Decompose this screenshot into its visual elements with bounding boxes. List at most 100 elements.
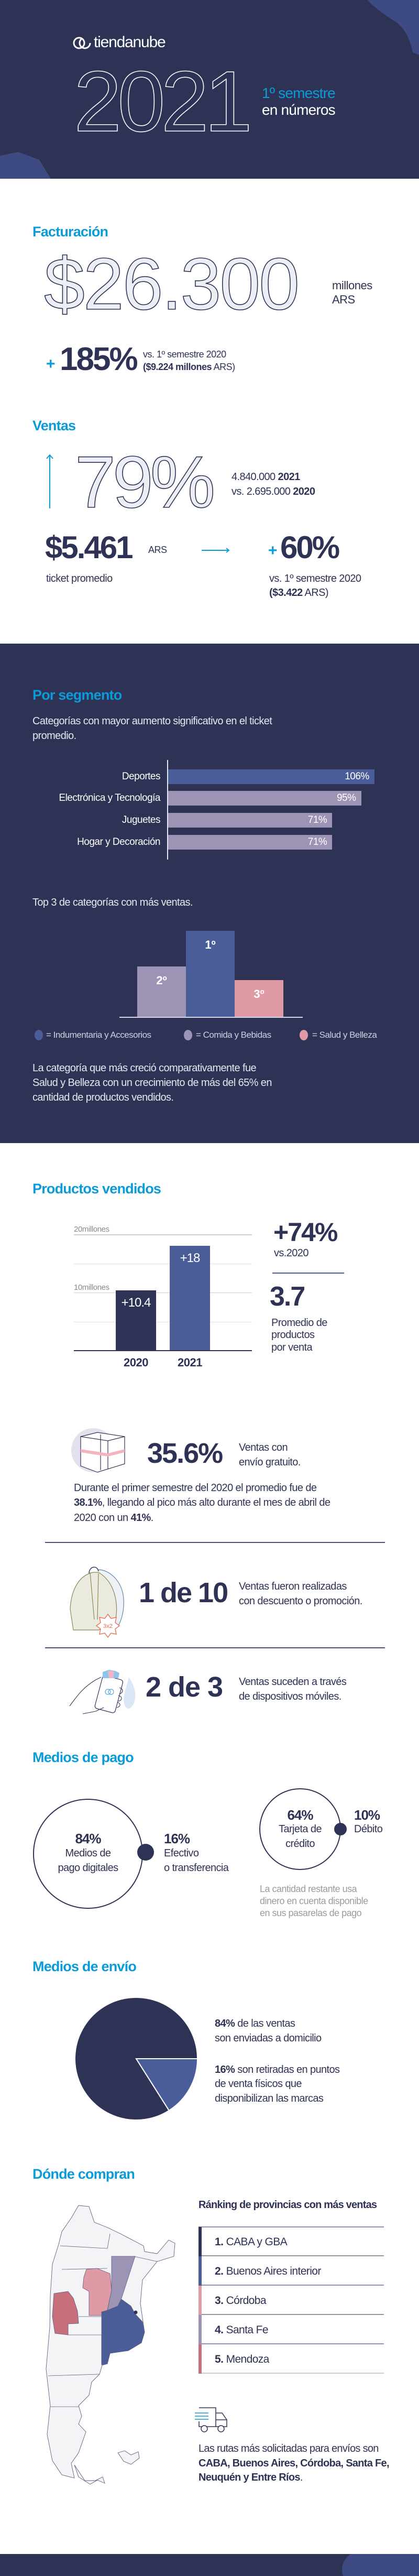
credit-pct: 64% [287, 1807, 313, 1823]
plus-sign: + [46, 355, 56, 373]
legend-label: = Salud y Belleza [312, 1030, 377, 1040]
bar-rank-2 [137, 966, 186, 1017]
legend-swatch [184, 1030, 192, 1040]
free-shipping-label: envío gratuito. [239, 1457, 301, 1468]
payment-note: La cantidad restante usa [260, 1884, 357, 1894]
home-delivery-desc: de las ventas [235, 2018, 295, 2029]
home-delivery-text: 84% de las ventas [215, 2018, 295, 2029]
bar-deportes [168, 769, 374, 784]
section-title-ventas: Ventas [32, 418, 76, 433]
payment-note: en sus pasarelas de pago [260, 1908, 362, 1918]
ranking-row: 1. CABA y GBA [199, 2227, 384, 2256]
ranking-color-bar [199, 2227, 202, 2256]
avg-products-label: Promedio de [271, 1317, 327, 1329]
revenue-amount: $26.300 [43, 243, 300, 325]
ticket-previous: ($3.422 ARS) [269, 588, 328, 598]
pickup-desc: disponibilizan las marcas [215, 2093, 324, 2104]
credit-label: Tarjeta de [279, 1823, 322, 1835]
mobile-phone-hand-icon [69, 1670, 136, 1714]
promo-label: Ventas fueron realizadas [239, 1581, 347, 1592]
section-title-segmento: Por segmento [32, 687, 122, 703]
routes-intro: Las rutas más solicitadas para envíos so… [199, 2443, 379, 2454]
revenue-unit-currency: ARS [332, 293, 355, 306]
avg-products-label: productos [271, 1329, 315, 1341]
section-title-envio: Medios de envío [32, 1959, 137, 1974]
free-shipping-note: Durante el primer semestre del 2020 el p… [74, 1482, 317, 1494]
average-ticket-currency: ARS [148, 545, 167, 555]
divider [45, 1542, 385, 1543]
gridline [74, 1234, 252, 1235]
free-shipping-pct: 35.6% [147, 1438, 223, 1469]
promo-label: con descuento o promoción. [239, 1595, 362, 1607]
bar-electronica [168, 791, 361, 806]
digital-label: pago digitales [58, 1862, 118, 1874]
cash-label: o transferencia [164, 1862, 229, 1874]
bar-juguetes [168, 813, 333, 828]
map-province-borders [48, 2233, 158, 2407]
ranking-row: 2. Buenos Aires interior [199, 2256, 384, 2286]
ranking-row: 5. Mendoza [199, 2344, 384, 2374]
pickup-desc: son retiradas en puntos [235, 2064, 340, 2075]
ranking-item: 3. Córdoba [215, 2295, 267, 2307]
sales-2020-year: 2020 [293, 486, 315, 497]
sales-2021-year: 2021 [278, 471, 301, 483]
segment-section-background [0, 644, 419, 1143]
sales-2020-count: vs. 2.695.000 [231, 486, 293, 497]
revenue-growth: 185% [60, 341, 138, 377]
bar-value-label: 71% [307, 836, 327, 847]
sales-growth: 79% [74, 441, 216, 523]
delivery-truck-icon [195, 2407, 227, 2432]
ranking-item: 1. CABA y GBA [215, 2236, 288, 2248]
segment-conclusion: La categoría que más creció comparativam… [32, 1062, 272, 1103]
bar-value-label: 95% [336, 792, 356, 803]
debit-label: Débito [354, 1823, 383, 1835]
top3-chart-title: Top 3 de categorías con más ventas. [32, 897, 193, 908]
footer-band [0, 2554, 419, 2576]
note-text: . [150, 1512, 154, 1524]
legend-label: = Indumentaria y Accesorios [46, 1030, 151, 1040]
bar-value-label: 71% [307, 814, 327, 825]
map-province-buenos-aires [101, 2299, 145, 2365]
segment-chart-axis [167, 760, 168, 860]
divider [45, 1647, 385, 1648]
subtitle-numbers: en números [262, 102, 336, 118]
y-tick-label: 20millones [74, 1225, 109, 1234]
revenue-previous: ($9.224 millones ARS) [143, 362, 235, 372]
ranking-item: 4. Santa Fe [215, 2324, 269, 2336]
rank-number: 3. [215, 2295, 224, 2307]
mobile-ratio: 2 de 3 [146, 1671, 223, 1703]
pickup-pct: 16% [215, 2064, 235, 2075]
y-tick-label: 10millones [74, 1283, 109, 1292]
brand-name: tiendanube [94, 34, 166, 51]
rank-label: 2º [156, 973, 167, 987]
province-name: Buenos Aires interior [223, 2265, 322, 2277]
routes-list: CABA, Buenos Aires, Córdoba, Santa Fe, N… [199, 2457, 390, 2484]
sales-2021: 4.840.000 2021 [231, 472, 300, 482]
home-delivery-desc: son enviadas a domicilio [215, 2032, 322, 2044]
payment-note: dinero en cuenta disponible [260, 1896, 368, 1906]
bar-label: Hogar y Decoración [77, 836, 160, 847]
free-shipping-note: 38.1%, llegando al pico más alto durante… [74, 1497, 330, 1508]
shipping-pie-chart [74, 1997, 198, 2121]
note-highlight: 41% [130, 1512, 151, 1524]
credit-label: crédito [285, 1838, 315, 1850]
note-highlight: 38.1% [74, 1497, 102, 1508]
home-delivery-pct: 84% [215, 2018, 235, 2029]
ranking-row: 4. Santa Fe [199, 2315, 384, 2344]
mobile-label: Ventas suceden a través [239, 1676, 347, 1688]
province-name: Córdoba [223, 2295, 267, 2307]
routes-end: . [300, 2472, 303, 2483]
arrow-right-icon [202, 548, 230, 553]
free-shipping-note: 2020 con un 41%. [74, 1513, 153, 1523]
argentina-map [46, 2205, 175, 2485]
ranking-row: 3. Córdoba [199, 2286, 384, 2315]
arrow-up-icon [46, 454, 53, 508]
decorative-brush-shape [368, 0, 419, 55]
bar-label: Deportes [122, 771, 161, 782]
bar-value-label: +18 [180, 1251, 201, 1266]
decorative-brush-shape [342, 2554, 419, 2576]
cash-payments-dot [137, 1844, 154, 1861]
revenue-compare-label: vs. 1º semestre 2020 [143, 349, 226, 360]
bar-hogar [168, 835, 333, 850]
products-growth-compare: vs.2020 [274, 1247, 308, 1259]
